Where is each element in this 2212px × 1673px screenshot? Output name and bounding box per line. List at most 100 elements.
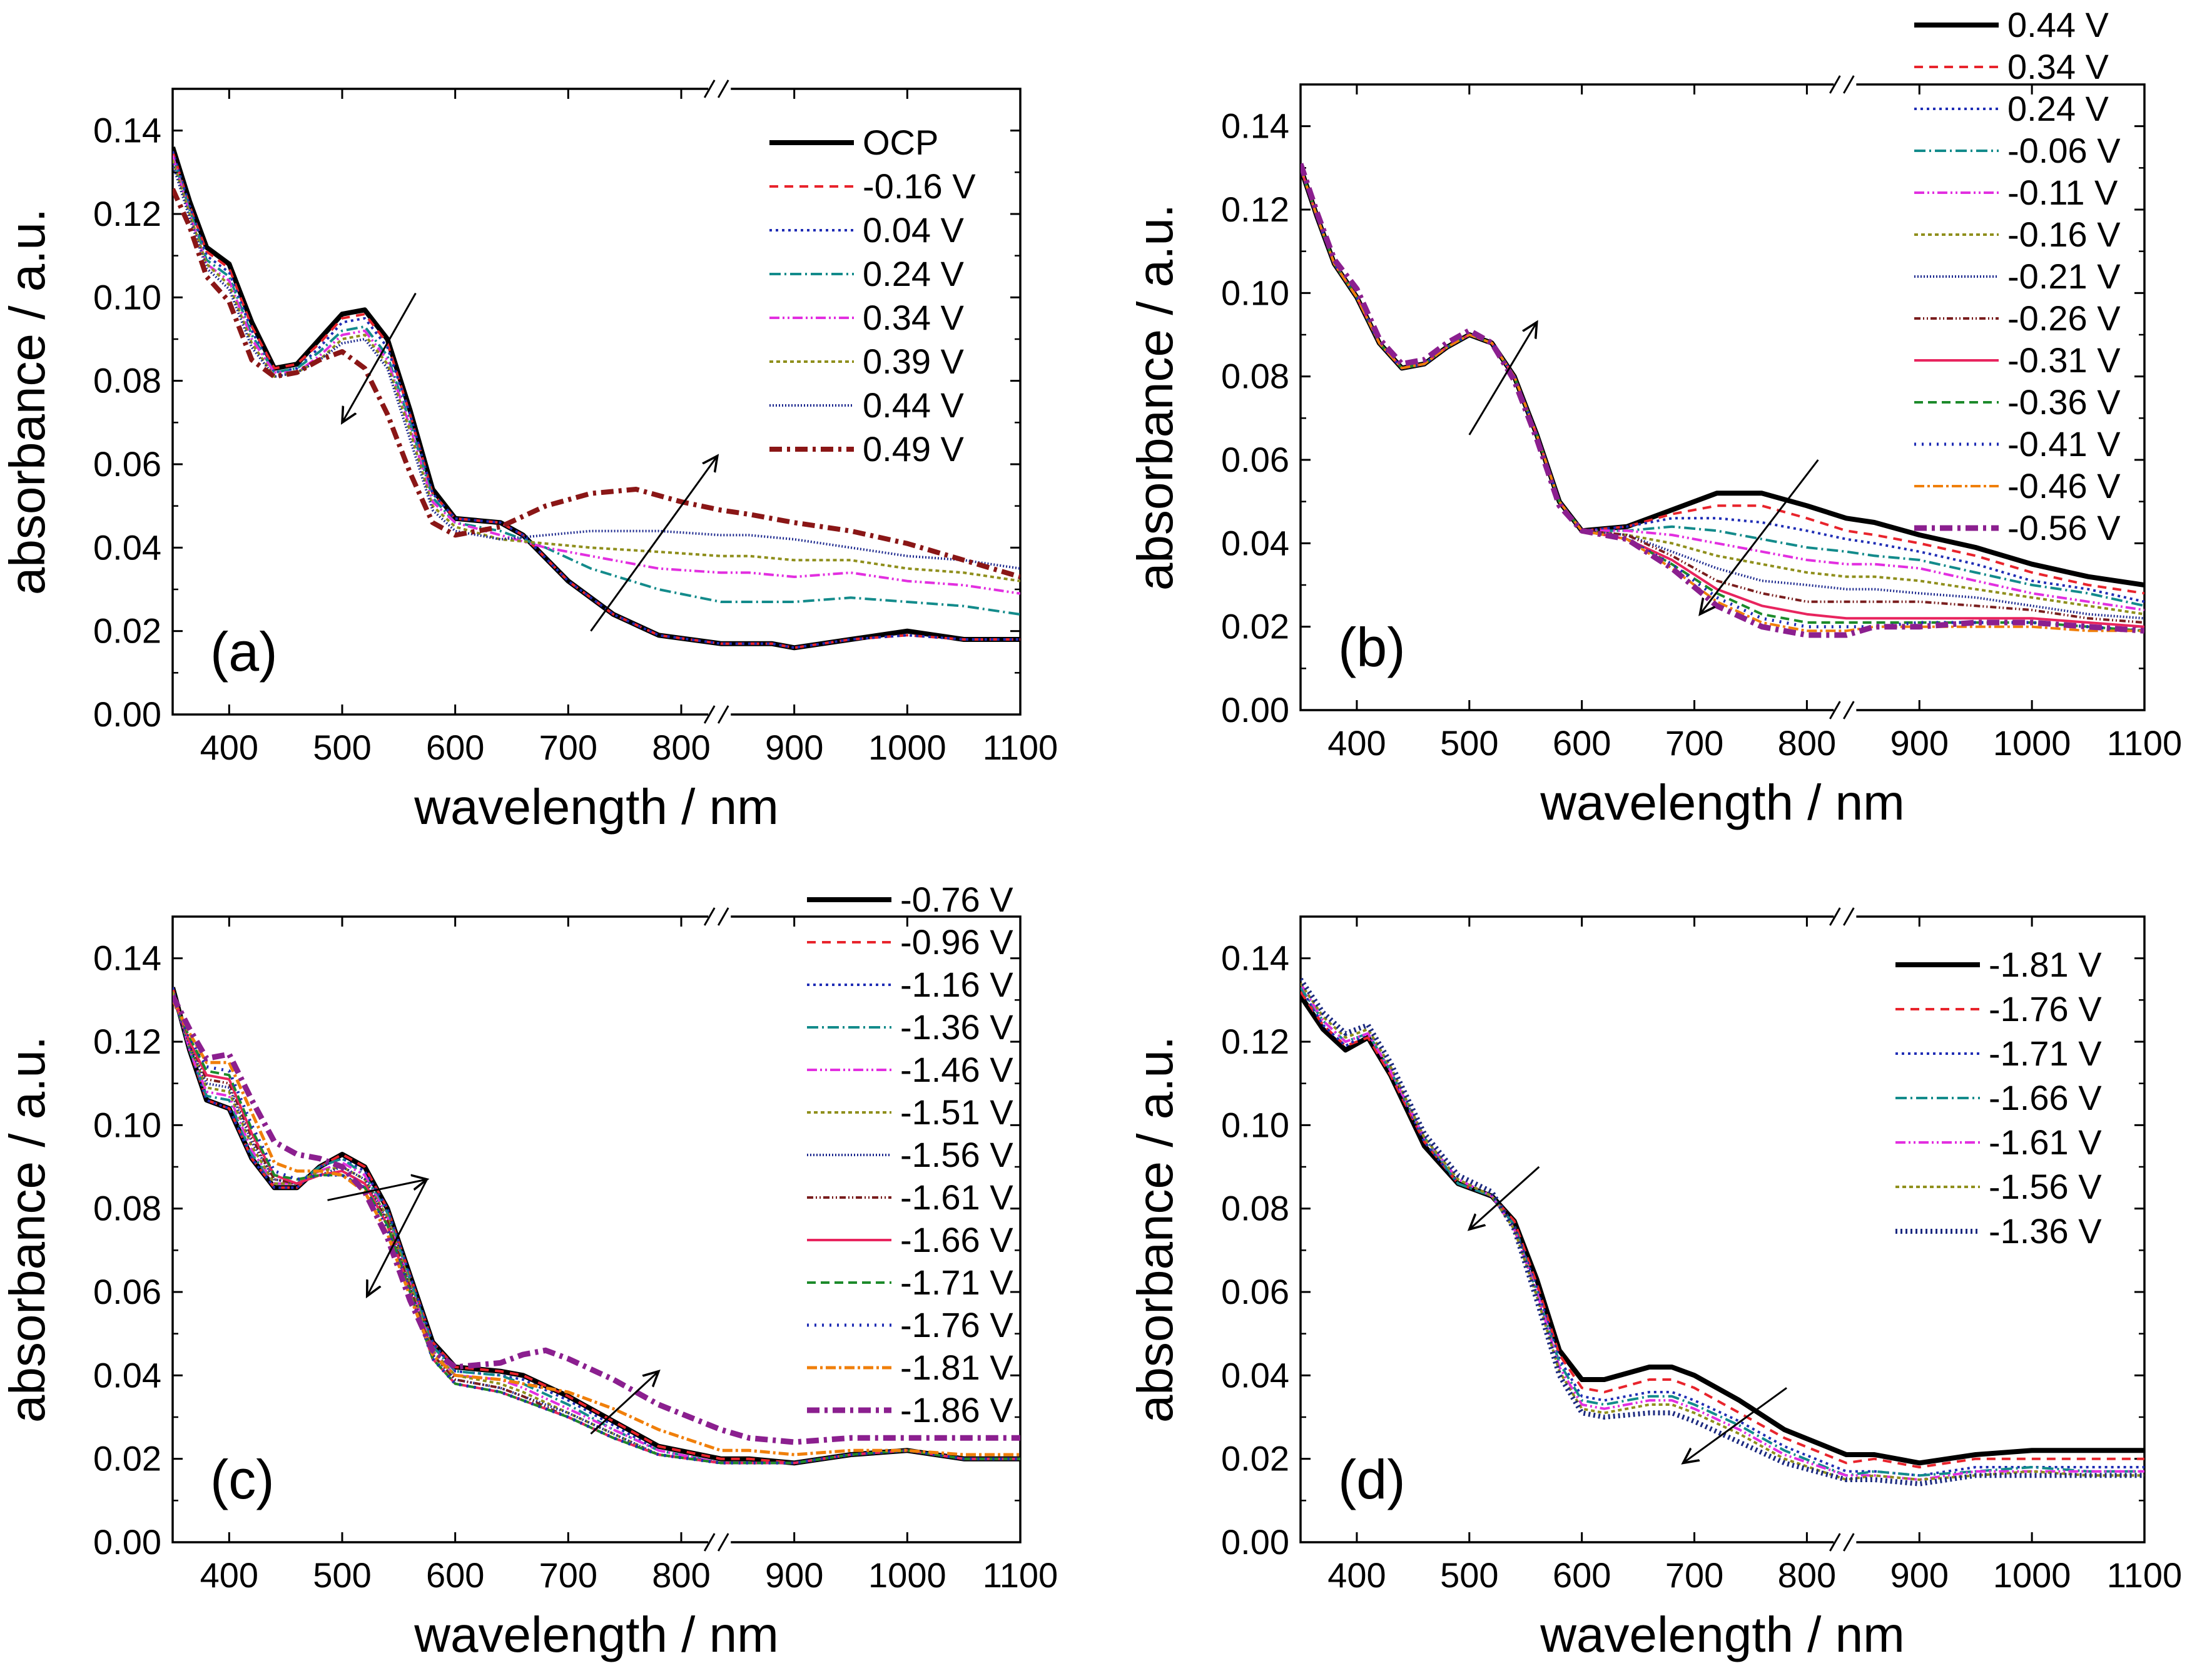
break-slash (1843, 75, 1855, 94)
break-slash (703, 907, 716, 926)
axis-break-mark (703, 907, 731, 1552)
y-tick-label: 0.06 (93, 1272, 161, 1311)
trend-arrow (342, 292, 417, 423)
legend-label: -1.61 V (1989, 1122, 2102, 1162)
trend-arrows (1468, 322, 1819, 614)
y-tick-label: 0.00 (93, 1522, 161, 1562)
legend-label: -1.51 V (900, 1092, 1013, 1132)
legend-label: -1.56 V (1989, 1167, 2102, 1206)
legend-label: -0.16 V (863, 166, 976, 206)
series-line (173, 987, 1020, 1466)
trend-arrow (590, 456, 717, 632)
x-tick-label: 900 (765, 1555, 823, 1595)
legend-label: -0.26 V (2007, 298, 2121, 338)
break-slash (1829, 1533, 1841, 1552)
panel-label: (a) (210, 621, 278, 683)
series-line (173, 155, 1020, 595)
axis-ticks (1301, 917, 2146, 1543)
trend-arrows (327, 1179, 659, 1435)
y-tick-label: 0.02 (93, 1439, 161, 1478)
legend-label: -0.11 V (2007, 173, 2118, 212)
legend-label: -1.76 V (900, 1305, 1013, 1345)
panel-d: -1.81 V -1.76 V -1.71 V -1.66 V -1.61 V -1.56… (1127, 907, 2182, 1662)
break-slash (717, 705, 729, 724)
legend-label: 0.44 V (2007, 5, 2109, 44)
y-tick-labels: 0.00 0.02 0.04 0.06 0.08 0.10 0.12 0.14 (93, 938, 161, 1562)
series-line (173, 995, 1020, 1465)
y-tick-label: 0.04 (1221, 1355, 1289, 1395)
series-line (173, 159, 1020, 582)
x-tick-label: 400 (1327, 1555, 1386, 1595)
x-tick-label: 600 (426, 1555, 484, 1595)
y-tick-label: 0.12 (93, 1022, 161, 1061)
legend-label: 0.24 V (863, 254, 965, 293)
legend-label: -1.81 V (1989, 945, 2102, 984)
series-line (1301, 982, 2144, 1481)
plot-area (173, 146, 1020, 651)
plot-frame (1299, 915, 2146, 1543)
trend-arrow (327, 1179, 427, 1201)
legend-label: -1.86 V (900, 1390, 1013, 1430)
panel-a: OCP -0.16 V0.04 V 0.24 V 0.34 V 0.39 V 0.44 V… (0, 79, 1058, 835)
plot-frame (171, 915, 1022, 1543)
y-tick-label: 0.12 (1221, 190, 1289, 229)
legend-label: 0.49 V (863, 429, 965, 469)
trend-arrow (367, 1179, 428, 1296)
x-tick-labels: 400 500 600 700 800 900 1000 1100 (200, 1555, 1058, 1595)
x-tick-label: 600 (1553, 1555, 1611, 1595)
legend-label: -1.36 V (1989, 1211, 2102, 1251)
x-tick-label: 400 (200, 1555, 258, 1595)
break-slash (1829, 907, 1841, 926)
x-tick-label: 800 (1778, 1555, 1836, 1595)
x-tick-label: 400 (1327, 723, 1386, 763)
trend-arrows (342, 292, 718, 632)
legend-label: -1.71 V (1989, 1034, 2102, 1073)
legend-label: -0.06 V (2007, 131, 2121, 170)
axis-break-mark (703, 79, 731, 724)
series-line (173, 987, 1020, 1465)
break-slash (703, 705, 716, 724)
y-tick-label: 0.04 (1221, 523, 1289, 562)
legend-label: OCP (863, 123, 938, 162)
legend-label: 0.39 V (863, 342, 965, 381)
legend-label: -1.81 V (900, 1348, 1013, 1387)
break-slash (1829, 701, 1841, 720)
series-line (173, 991, 1020, 1465)
y-tick-labels: 0.00 0.02 0.04 0.06 0.08 0.10 0.12 0.14 (93, 111, 161, 734)
x-axis-label: wavelength / nm (1540, 775, 1905, 830)
axis-ticks (173, 917, 1022, 1543)
y-tick-label: 0.02 (1221, 1439, 1289, 1478)
series-line (173, 999, 1020, 1457)
y-tick-label: 0.08 (93, 361, 161, 400)
y-tick-label: 0.00 (1221, 1522, 1289, 1562)
series-line (173, 151, 1020, 649)
x-tick-label: 1100 (983, 1555, 1058, 1595)
legend: -0.76 V-0.96 V-1.16 V-1.36 V-1.46 V-1.51… (807, 880, 1013, 1430)
x-tick-label: 500 (313, 1555, 371, 1595)
plot-frame (171, 88, 1022, 716)
y-tick-label: 0.04 (93, 1355, 161, 1395)
y-tick-label: 0.06 (93, 444, 161, 484)
legend-label: -0.56 V (2007, 508, 2121, 547)
y-tick-label: 0.14 (1221, 106, 1289, 146)
y-tick-label: 0.14 (1221, 938, 1289, 978)
legend-label: -0.41 V (2007, 424, 2121, 464)
y-tick-label: 0.14 (93, 938, 161, 978)
y-tick-label: 0.06 (1221, 440, 1289, 479)
y-tick-label: 0.02 (93, 611, 161, 651)
y-tick-label: 0.12 (93, 194, 161, 233)
y-tick-label: 0.00 (1221, 690, 1289, 730)
x-tick-label: 1100 (2107, 723, 2182, 763)
legend-label: 0.04 V (863, 210, 965, 250)
series-line (1301, 167, 2144, 633)
series-line (1301, 990, 2144, 1468)
legend: OCP -0.16 V0.04 V 0.24 V 0.34 V 0.39 V 0.44 V… (769, 123, 976, 469)
plot-area (1301, 163, 2144, 638)
trend-arrow (1700, 459, 1819, 614)
x-tick-labels: 400 500 600 700 800 900 1000 1100 (1327, 723, 2182, 763)
legend-label: -1.71 V (900, 1263, 1013, 1302)
y-tick-label: 0.04 (93, 527, 161, 567)
y-tick-label: 0.12 (1221, 1022, 1289, 1061)
x-axis-label: wavelength / nm (413, 779, 779, 835)
legend-label: -1.36 V (900, 1007, 1013, 1047)
